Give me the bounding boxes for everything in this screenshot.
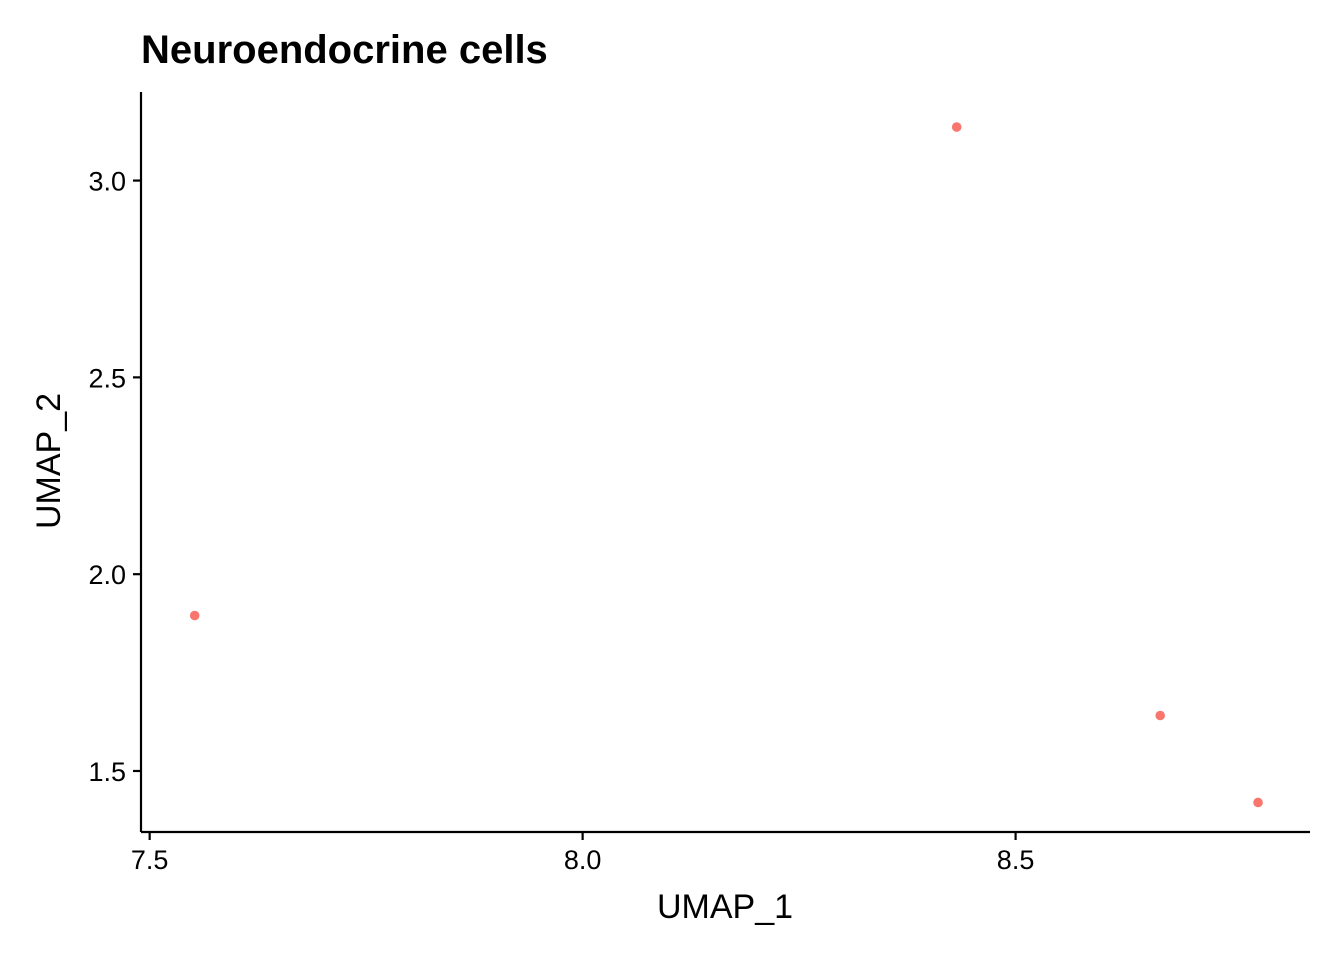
plot-area	[189, 122, 1263, 808]
y-tick-label: 3.0	[88, 167, 126, 197]
data-point	[951, 122, 962, 132]
data-point	[1155, 710, 1165, 721]
x-axis-title: UMAP_1	[657, 888, 793, 926]
y-tick-label: 2.5	[88, 363, 126, 393]
data-point	[1253, 797, 1263, 808]
data-point	[189, 610, 200, 621]
y-tick-label: 1.5	[88, 757, 126, 787]
x-tick-label: 8.5	[997, 845, 1035, 875]
x-ticks: 7.5 8.0 8.5	[131, 832, 1034, 875]
x-tick-label: 7.5	[131, 845, 169, 875]
points-layer	[189, 122, 1263, 808]
y-axis-title: UMAP_2	[30, 393, 68, 529]
y-tick-label: 2.0	[88, 560, 126, 590]
x-tick-label: 8.0	[564, 845, 602, 875]
chart-title: Neuroendocrine cells	[141, 28, 548, 72]
y-ticks: 1.5 2.0 2.5 3.0	[88, 167, 141, 787]
